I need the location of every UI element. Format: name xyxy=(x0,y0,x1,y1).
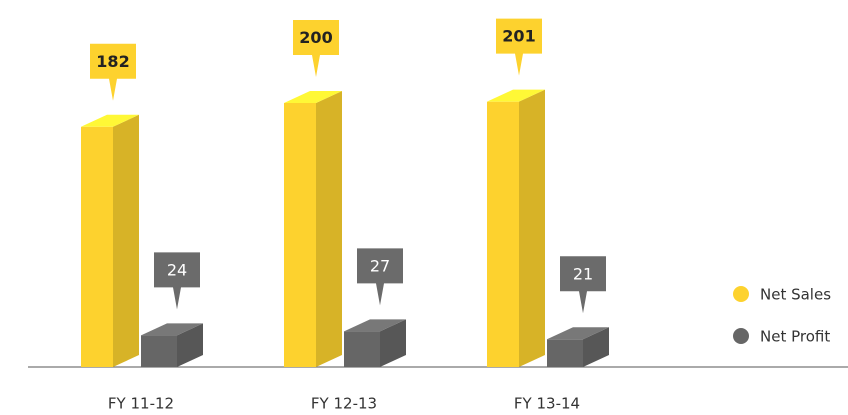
value-label: 21 xyxy=(573,264,593,283)
bar-side xyxy=(316,91,342,367)
callout xyxy=(496,18,542,76)
value-label: 182 xyxy=(96,52,129,71)
legend-label: Net Profit xyxy=(760,328,830,346)
x-tick-label: FY 12-13 xyxy=(311,395,377,413)
bar-top xyxy=(487,89,545,102)
bar xyxy=(284,103,316,367)
bar-side xyxy=(113,114,139,367)
bar-top xyxy=(141,323,203,336)
bar-side xyxy=(583,327,609,367)
bar-top xyxy=(284,91,342,103)
value-label: 201 xyxy=(502,27,535,46)
bar xyxy=(487,101,519,368)
legend-marker xyxy=(733,328,749,344)
bar-side xyxy=(519,89,545,368)
callout xyxy=(154,252,200,310)
value-label: 27 xyxy=(370,256,390,275)
value-label: 200 xyxy=(299,28,332,47)
bar-top xyxy=(547,327,609,340)
x-tick-label: FY 11-12 xyxy=(108,395,174,413)
legend-marker xyxy=(733,286,749,302)
callout xyxy=(293,20,339,77)
bar-top xyxy=(344,319,406,332)
value-label: 24 xyxy=(167,260,187,279)
bar xyxy=(141,335,177,367)
legend-label: Net Sales xyxy=(760,286,831,304)
callout xyxy=(357,248,403,306)
bar-side xyxy=(380,319,406,367)
bar xyxy=(547,339,583,367)
x-tick-label: FY 13-14 xyxy=(514,395,580,413)
bar xyxy=(344,331,380,367)
bar-top xyxy=(81,114,139,127)
bar xyxy=(81,126,113,367)
callout xyxy=(560,256,606,314)
bar-side xyxy=(177,323,203,367)
callout xyxy=(90,43,136,101)
